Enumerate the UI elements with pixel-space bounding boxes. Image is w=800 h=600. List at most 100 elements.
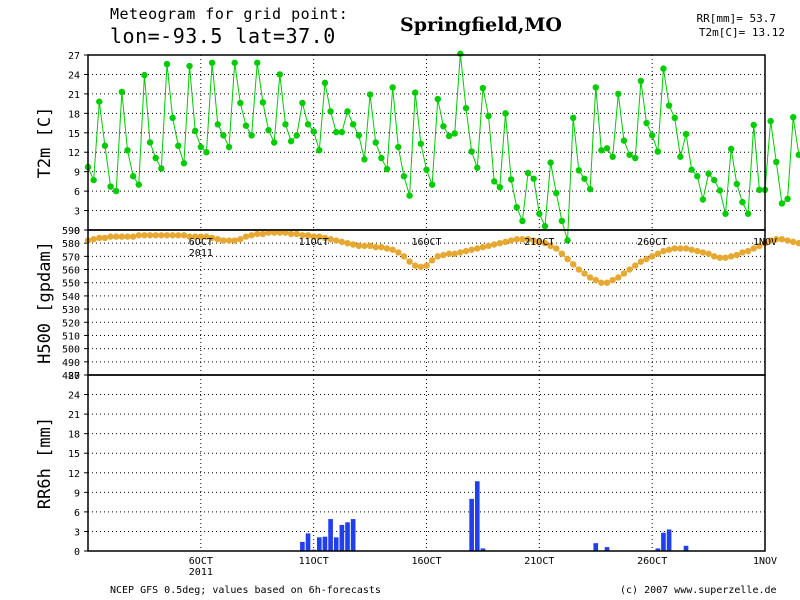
h500-point (643, 255, 650, 263)
t2m-point (609, 153, 616, 160)
t2m-point (276, 71, 284, 78)
y-tick-label: 580 (62, 239, 80, 250)
x-tick-label: 21OCT (524, 556, 554, 567)
t2m-point (237, 99, 244, 107)
t2m-point (558, 217, 566, 225)
t2m-point (671, 114, 678, 122)
h500-point (541, 239, 549, 247)
t2m-point (694, 173, 701, 180)
y-tick-label: 560 (62, 266, 80, 277)
t2m-point (615, 90, 622, 98)
chart-title-line2: lon=-93.5 lat=37.0 (110, 24, 336, 48)
t2m-point (524, 169, 532, 177)
h500-point (445, 250, 453, 257)
t2m-point (648, 132, 656, 139)
h500-point (609, 276, 616, 284)
h500-point (778, 236, 786, 243)
y-tick-label: 0 (74, 226, 80, 237)
t2m-point (412, 89, 419, 96)
t2m-point (231, 59, 238, 66)
t2m-point (750, 121, 757, 129)
h500-point (790, 238, 797, 246)
rr6h-bar (316, 537, 322, 551)
t2m-point (795, 151, 800, 159)
h500-point (479, 243, 487, 251)
h500-point (344, 239, 351, 247)
h500-point (564, 255, 571, 263)
t2m-point (146, 139, 154, 146)
h500-point (118, 233, 126, 240)
location-title: Springfield,MO (400, 14, 562, 36)
h500-point (694, 247, 701, 255)
h500-point (378, 243, 385, 251)
t2m-point (124, 147, 131, 154)
t2m-point (434, 95, 441, 103)
h500-point (417, 263, 425, 271)
y-tick-label: 15 (68, 129, 80, 140)
t2m-point (699, 196, 707, 203)
t2m-point (141, 71, 148, 79)
h500-point (750, 245, 757, 252)
t2m-point (632, 154, 639, 162)
t2m-point (739, 198, 746, 206)
t2m-point (428, 181, 436, 188)
t2m-point (316, 147, 323, 154)
h500-point (536, 238, 543, 246)
h500-point (220, 237, 227, 244)
y-tick-label: 12 (68, 148, 80, 159)
t2m-point (90, 176, 97, 184)
t2m-point (744, 210, 752, 217)
t2m-point (445, 132, 453, 140)
rr6h-bar (350, 519, 356, 551)
t2m-point (163, 60, 171, 68)
t2m-point (423, 166, 430, 173)
y-tick-label: 530 (62, 305, 80, 316)
t2m-point (208, 59, 216, 66)
t2m-point (417, 140, 425, 147)
t2m-point (485, 112, 492, 120)
h500-point (648, 253, 656, 260)
t2m-point (378, 154, 385, 162)
h500-point (620, 270, 628, 277)
y-tick-label: 24 (68, 391, 80, 402)
y-tick-label: 510 (62, 331, 80, 342)
rr6h-bar (683, 545, 689, 551)
h500-point (682, 245, 690, 252)
t2m-point (541, 222, 549, 230)
h500-point (677, 245, 684, 252)
h500-point (440, 251, 447, 259)
x-tick-label: 11OCT (299, 237, 329, 248)
h500-point (304, 232, 312, 239)
h500-point (530, 237, 537, 244)
t2m-point (440, 123, 447, 130)
h500-point (135, 232, 142, 239)
rr6h-bar (666, 529, 672, 551)
h500-point (468, 246, 475, 253)
h500-point (372, 243, 379, 251)
h500-point (293, 230, 300, 238)
h500-point (569, 261, 577, 268)
h500-point (654, 250, 662, 257)
x-tick-label: 11OCT (299, 556, 329, 567)
h500-point (733, 251, 740, 259)
t2m-point (287, 138, 295, 145)
rr6h-bar (300, 541, 305, 551)
h500-point (146, 232, 154, 239)
h500-point (519, 236, 526, 243)
y-tick-label: 520 (62, 318, 80, 329)
t2m-point (474, 164, 481, 171)
t2m-point (158, 165, 165, 172)
rr6h-panel: 0 3 6 9 12 15 18 21 24 27 RR6h [mm] (35, 371, 766, 558)
h500-point (491, 241, 498, 248)
h500-point (457, 249, 464, 256)
x-tick-label: 1NOV (753, 237, 777, 248)
t2m-point (592, 84, 599, 91)
h500-point (507, 237, 515, 244)
t2m-point (259, 99, 267, 106)
t2m-point (321, 79, 329, 87)
t2m-point (553, 189, 560, 197)
h500-point (349, 241, 357, 248)
h500-point (660, 247, 667, 255)
x-tick-label: 6OCT (189, 556, 213, 567)
